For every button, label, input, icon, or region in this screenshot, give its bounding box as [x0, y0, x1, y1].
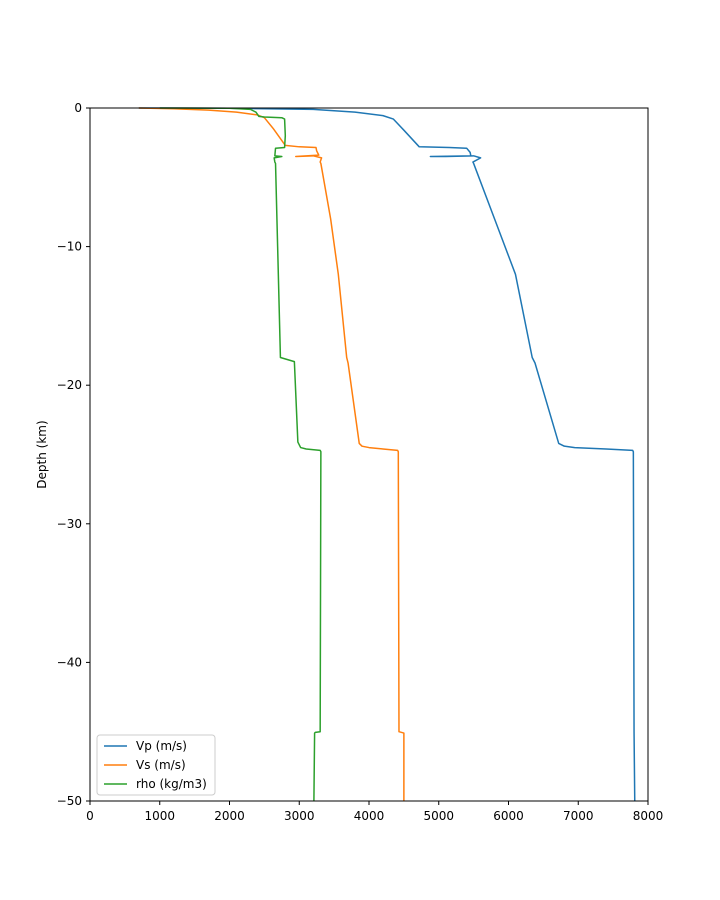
- y-tick-label: −20: [57, 378, 82, 392]
- x-axis-ticks: 0 1000 2000 3000 4000 5000 6000 7000 8000: [86, 801, 663, 823]
- y-tick-label: −40: [57, 655, 82, 669]
- x-tick-label: 2000: [214, 809, 245, 823]
- x-tick-label: 4000: [354, 809, 385, 823]
- y-tick-label: −30: [57, 517, 82, 531]
- legend-label-2: rho (kg/m3): [136, 777, 207, 791]
- x-tick-label: 0: [86, 809, 94, 823]
- x-tick-label: 7000: [563, 809, 594, 823]
- legend-label-0: Vp (m/s): [136, 739, 187, 753]
- y-tick-label: 0: [74, 101, 82, 115]
- legend-label-1: Vs (m/s): [136, 758, 186, 772]
- y-axis-label: Depth (km): [35, 420, 49, 488]
- x-tick-label: 5000: [423, 809, 454, 823]
- y-tick-label: −50: [57, 794, 82, 808]
- series-layer: [138, 107, 636, 802]
- legend: Vp (m/s) Vs (m/s) rho (kg/m3): [96, 734, 216, 796]
- x-tick-label: 1000: [144, 809, 175, 823]
- series-line-0: [138, 107, 636, 802]
- x-tick-label: 6000: [493, 809, 524, 823]
- x-tick-label: 3000: [284, 809, 315, 823]
- plot-area: [89, 107, 649, 802]
- series-line-2: [159, 107, 322, 802]
- x-tick-label: 8000: [633, 809, 664, 823]
- legend-box: [96, 734, 216, 796]
- y-tick-label: −10: [57, 240, 82, 254]
- y-axis-ticks: 0 −10 −20 −30 −40 −50: [57, 101, 90, 808]
